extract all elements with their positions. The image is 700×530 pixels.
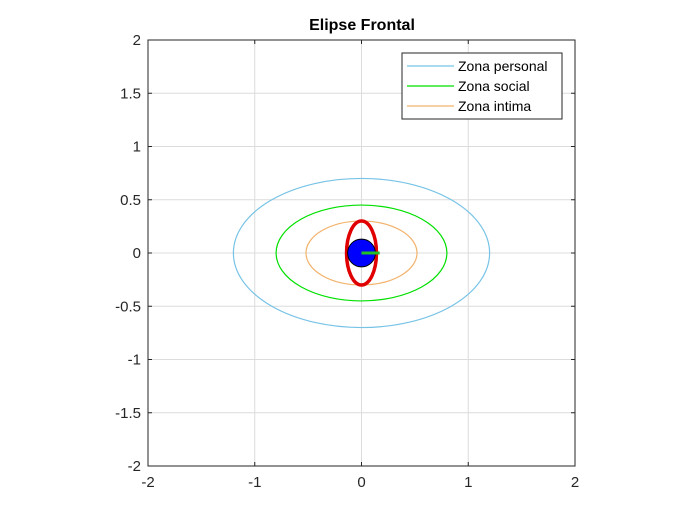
chart-title: Elipse Frontal — [309, 17, 415, 34]
y-tick-label: 2 — [133, 32, 141, 49]
zone-ellipse-1 — [275, 204, 448, 302]
legend-label: Zona intima — [458, 98, 531, 114]
x-tick-label: -1 — [248, 474, 261, 491]
x-tick-label: -2 — [141, 474, 154, 491]
y-tick-label: 0 — [133, 245, 141, 262]
zone-ellipse-0 — [232, 177, 491, 329]
y-tick-label: -0.5 — [115, 298, 141, 315]
y-tick-label: 1 — [133, 139, 141, 156]
y-tick-label: -1.5 — [115, 405, 141, 422]
ticks: -2 -1 0 1 2 -2 -1.5 -1 -0.5 0 0.5 1 1.5 2 — [115, 32, 579, 491]
series-layer — [232, 177, 491, 329]
x-tick-label: 1 — [464, 474, 472, 491]
legend-label: Zona personal — [458, 58, 548, 74]
y-tick-label: -2 — [128, 458, 141, 475]
y-tick-label: -1 — [128, 352, 141, 369]
legend-label: Zona social — [458, 78, 530, 94]
legend[interactable]: Zona personal Zona social Zona intima — [401, 52, 563, 120]
y-tick-label: 0.5 — [120, 192, 141, 209]
y-tick-label: 1.5 — [120, 85, 141, 102]
x-tick-label: 0 — [357, 474, 365, 491]
x-tick-label: 2 — [571, 474, 579, 491]
